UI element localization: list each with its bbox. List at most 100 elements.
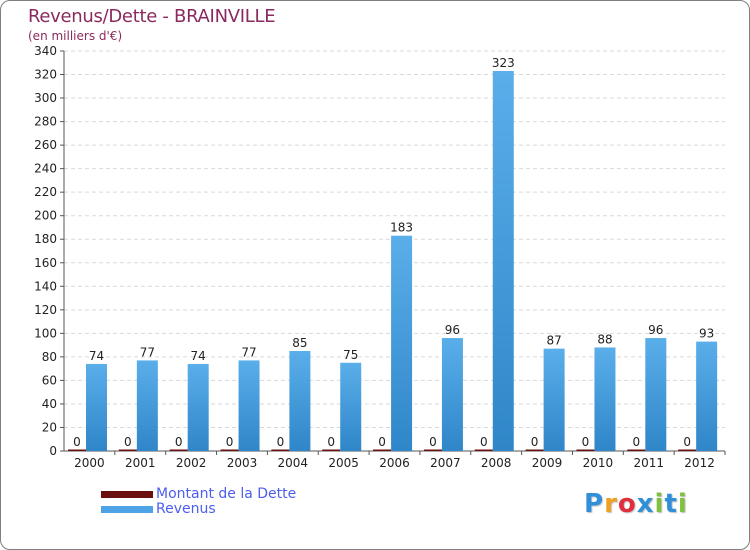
bar-dette-2007 <box>423 449 442 451</box>
data-label-revenus-2010: 88 <box>597 332 612 346</box>
data-label-revenus-2005: 75 <box>343 348 358 362</box>
data-label-dette-2012: 0 <box>683 435 691 449</box>
bar-dette-2012 <box>678 449 697 451</box>
legend-label-revenus: Revenus <box>156 501 216 517</box>
x-tick-label: 2009 <box>532 456 563 470</box>
legend-swatch-dette <box>101 490 153 498</box>
bar-revenus-2006 <box>391 235 413 451</box>
data-label-dette-2000: 0 <box>73 435 81 449</box>
logo-letter: P <box>584 489 605 519</box>
y-tick-label: 120 <box>34 303 57 317</box>
y-tick-label: 300 <box>34 91 57 105</box>
data-label-dette-2011: 0 <box>632 435 640 449</box>
bar-revenus-2004 <box>289 351 311 451</box>
data-label-revenus-2001: 77 <box>140 345 155 359</box>
bar-dette-2008 <box>474 449 493 451</box>
data-label-dette-2006: 0 <box>378 435 386 449</box>
data-label-dette-2008: 0 <box>480 435 488 449</box>
data-label-revenus-2011: 96 <box>648 323 663 337</box>
y-tick-label: 340 <box>34 44 57 58</box>
data-label-revenus-2002: 74 <box>191 349 206 363</box>
y-tick-label: 220 <box>34 185 57 199</box>
logo-letter: t <box>664 489 678 519</box>
legend-label-dette: Montant de la Dette <box>156 486 297 502</box>
y-tick-label: 100 <box>34 326 57 340</box>
bar-dette-2009 <box>525 449 544 451</box>
bar-revenus-2005 <box>340 362 362 451</box>
data-label-dette-2005: 0 <box>327 435 335 449</box>
data-label-revenus-2012: 93 <box>699 327 714 341</box>
y-tick-label: 160 <box>34 256 57 270</box>
legend-swatch-revenus <box>101 505 153 513</box>
y-tick-label: 320 <box>34 68 57 82</box>
y-tick-label: 260 <box>34 138 57 152</box>
bar-dette-2011 <box>627 449 646 451</box>
bar-dette-2010 <box>576 449 595 451</box>
bar-revenus-2009 <box>543 348 565 451</box>
bar-revenus-2001 <box>136 360 158 451</box>
data-label-revenus-2007: 96 <box>445 323 460 337</box>
data-label-revenus-2000: 74 <box>89 349 104 363</box>
chart-title: Revenus/Dette - BRAINVILLE <box>28 6 276 27</box>
y-tick-label: 240 <box>34 162 57 176</box>
legend-item-dette: Montant de la Dette <box>101 487 296 502</box>
bar-revenus-2008 <box>492 71 514 451</box>
x-tick-label: 2002 <box>176 456 207 470</box>
y-tick-label: 60 <box>42 373 57 387</box>
x-tick-label: 2005 <box>328 456 359 470</box>
data-label-dette-2001: 0 <box>124 435 132 449</box>
logo-letter: i <box>677 489 688 519</box>
x-tick-label: 2007 <box>430 456 461 470</box>
data-label-revenus-2006: 183 <box>390 221 413 235</box>
x-tick-label: 2011 <box>633 456 664 470</box>
x-tick-label: 2010 <box>583 456 614 470</box>
y-tick-label: 200 <box>34 209 57 223</box>
bar-dette-2006 <box>373 449 392 451</box>
data-label-revenus-2003: 77 <box>241 345 256 359</box>
bar-dette-2004 <box>271 449 290 451</box>
logo-letter: i <box>654 489 665 519</box>
bar-revenus-2010 <box>594 347 616 451</box>
x-tick-label: 2012 <box>684 456 715 470</box>
x-tick-label: 2008 <box>481 456 512 470</box>
data-label-revenus-2009: 87 <box>546 334 561 348</box>
bar-dette-2003 <box>220 449 239 451</box>
y-tick-label: 180 <box>34 232 57 246</box>
y-tick-label: 40 <box>42 397 57 411</box>
bar-revenus-2007 <box>441 338 463 451</box>
x-tick-label: 2006 <box>379 456 410 470</box>
legend-item-revenus: Revenus <box>101 502 296 517</box>
bar-revenus-2000 <box>86 363 107 451</box>
y-tick-label: 140 <box>34 279 57 293</box>
y-tick-label: 0 <box>49 444 57 458</box>
data-label-dette-2007: 0 <box>429 435 437 449</box>
chart-subtitle: (en milliers d'€) <box>28 29 123 43</box>
data-label-dette-2010: 0 <box>582 435 590 449</box>
bar-dette-2001 <box>118 449 137 451</box>
logo-letter: o <box>617 489 637 519</box>
x-tick-label: 2004 <box>278 456 309 470</box>
y-tick-label: 280 <box>34 115 57 129</box>
x-tick-label: 2003 <box>227 456 258 470</box>
y-tick-label: 20 <box>42 420 57 434</box>
legend: Montant de la Dette Revenus <box>101 487 296 517</box>
bar-dette-2005 <box>322 449 341 451</box>
data-label-dette-2004: 0 <box>277 435 285 449</box>
proxiti-logo: Proxiti <box>584 489 688 519</box>
x-tick-label: 2000 <box>74 456 105 470</box>
bar-revenus-2003 <box>238 360 260 451</box>
data-label-dette-2009: 0 <box>531 435 539 449</box>
bar-revenus-2002 <box>187 363 209 451</box>
logo-letter: x <box>636 489 655 519</box>
data-label-dette-2002: 0 <box>175 435 183 449</box>
y-tick-label: 80 <box>42 350 57 364</box>
data-label-dette-2003: 0 <box>226 435 234 449</box>
data-label-revenus-2008: 323 <box>492 56 515 70</box>
bar-dette-2000 <box>68 449 86 451</box>
logo-letter: r <box>604 489 618 519</box>
bar-dette-2002 <box>169 449 188 451</box>
bar-revenus-2011 <box>645 338 667 451</box>
x-tick-label: 2001 <box>125 456 156 470</box>
